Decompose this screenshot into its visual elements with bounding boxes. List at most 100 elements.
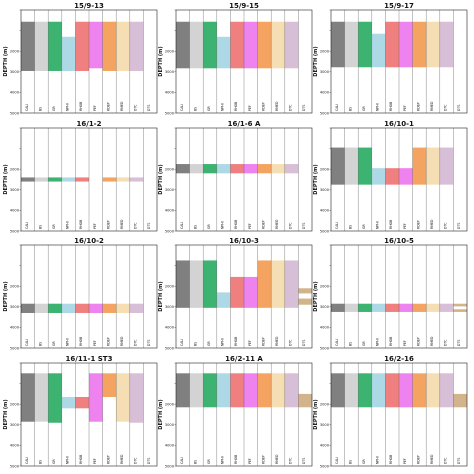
well-panel: 15/9-17 DEPTH (m) 2000 3000 4000 5000 CALI BS GR… — [313, 2, 468, 115]
y-tick-label: 4000 — [10, 444, 20, 448]
well-panel: 16/1-2 DEPTH (m) 2000 3000 4000 5000 CALI BS GR N… — [3, 120, 158, 233]
coverage-bar — [61, 303, 76, 313]
well-panel: 16/10-1 DEPTH (m) 2000 3000 4000 5000 CALI BS GR… — [313, 120, 468, 233]
curve-label: DTC — [134, 222, 138, 229]
curve-label: DTC — [444, 104, 448, 111]
coverage-bar — [89, 21, 103, 69]
curve-label: RMED — [120, 219, 124, 229]
coverage-bar — [331, 303, 345, 312]
coverage-bar — [358, 147, 372, 185]
curve-label: BS — [38, 225, 42, 229]
y-tick-label: 4000 — [165, 209, 175, 213]
curve-label: GR — [52, 459, 56, 464]
coverage-bar — [48, 177, 62, 182]
coverage-bar — [116, 303, 130, 313]
coverage-bar — [284, 164, 299, 174]
coverage-bar — [371, 33, 386, 68]
curve-label: DTS — [457, 458, 461, 464]
panel-frame — [175, 9, 313, 114]
curve-label: NPHI — [376, 456, 380, 464]
curve-label: PEF — [403, 223, 407, 229]
coverage-bar — [61, 36, 76, 71]
coverage-bar — [176, 21, 190, 69]
coverage-bar — [230, 21, 244, 69]
curve-label: RHOB — [79, 455, 83, 464]
coverage-bar — [203, 373, 217, 408]
curve-label: RDEP — [106, 220, 110, 229]
y-tick-label: 2000 — [165, 403, 175, 407]
coverage-bar — [203, 21, 217, 69]
coverage-bar — [399, 373, 413, 408]
curve-label: DTC — [134, 104, 138, 111]
well-panel: 16/2-11 A DEPTH (m) 2000 3000 4000 5000 CALI BS… — [158, 355, 313, 468]
curve-label: PEF — [248, 458, 252, 464]
curve-label: BS — [38, 460, 42, 464]
curve-label: RHOB — [79, 220, 83, 229]
coverage-bar — [284, 260, 299, 308]
y-tick-label: 5000 — [320, 464, 330, 468]
curve-label: RDEP — [416, 455, 420, 464]
coverage-bar — [102, 303, 117, 313]
panel-frame — [330, 244, 468, 349]
coverage-bar — [439, 373, 454, 408]
coverage-bar — [344, 303, 359, 312]
coverage-bar — [176, 260, 190, 308]
coverage-bar — [399, 303, 413, 312]
curve-label: RMED — [430, 219, 434, 229]
well-panel: 16/11-1 ST3 DEPTH (m) 2000 3000 4000 5000 CALI… — [3, 355, 158, 468]
panel-title: 16/1-2 — [77, 120, 102, 128]
y-axis-label: DEPTH (m) — [158, 281, 164, 311]
curve-label: RDEP — [261, 220, 265, 229]
coverage-bar — [48, 21, 62, 71]
curve-label: BS — [38, 342, 42, 346]
y-tick-label: 3000 — [165, 423, 175, 427]
panel-title: 16/10-3 — [229, 237, 259, 245]
y-tick-label: 2000 — [320, 403, 330, 407]
coverage-bar — [412, 303, 427, 312]
coverage-bar — [331, 373, 345, 408]
coverage-bar — [75, 21, 89, 71]
panel-frame — [330, 127, 468, 232]
curve-label: BS — [348, 107, 352, 111]
curve-label: CALI — [180, 104, 184, 111]
curve-label: DTC — [444, 457, 448, 464]
curve-label: DTC — [444, 222, 448, 229]
curve-label: GR — [207, 459, 211, 464]
y-tick-label: 4000 — [10, 91, 20, 95]
curve-label: DTC — [444, 339, 448, 346]
curve-label: GR — [362, 224, 366, 229]
curve-label: NPHI — [221, 456, 225, 464]
coverage-bar — [203, 164, 217, 174]
y-tick-label: 2000 — [320, 285, 330, 289]
coverage-bar — [102, 177, 117, 182]
curve-label: DTS — [457, 223, 461, 229]
y-tick-label: 3000 — [320, 188, 330, 192]
y-axis-label: DEPTH (m) — [313, 281, 319, 311]
curve-label: PEF — [93, 223, 97, 229]
coverage-bar — [426, 147, 440, 185]
panel-title: 15/9-17 — [384, 2, 414, 10]
coverage-bar — [385, 303, 399, 312]
curve-label: GR — [207, 224, 211, 229]
curve-label: NPHI — [376, 221, 380, 229]
y-tick-label: 4000 — [320, 91, 330, 95]
coverage-bar — [412, 373, 427, 408]
curve-label: RHOB — [389, 102, 393, 111]
coverage-bar — [331, 147, 345, 185]
coverage-bar — [61, 396, 76, 409]
curve-label: NPHI — [66, 221, 70, 229]
coverage-bar — [189, 21, 204, 69]
coverage-bar — [116, 177, 130, 182]
coverage-bar — [189, 164, 204, 174]
coverage-bar — [426, 373, 440, 408]
y-tick-label: 3000 — [320, 70, 330, 74]
coverage-bar — [230, 276, 244, 308]
coverage-bar — [257, 260, 272, 308]
coverage-bar — [271, 164, 285, 174]
curve-label: RDEP — [416, 220, 420, 229]
coverage-bar — [399, 168, 413, 185]
curve-label: DTC — [289, 222, 293, 229]
y-tick-label: 2000 — [165, 168, 175, 172]
coverage-bar — [176, 164, 190, 174]
